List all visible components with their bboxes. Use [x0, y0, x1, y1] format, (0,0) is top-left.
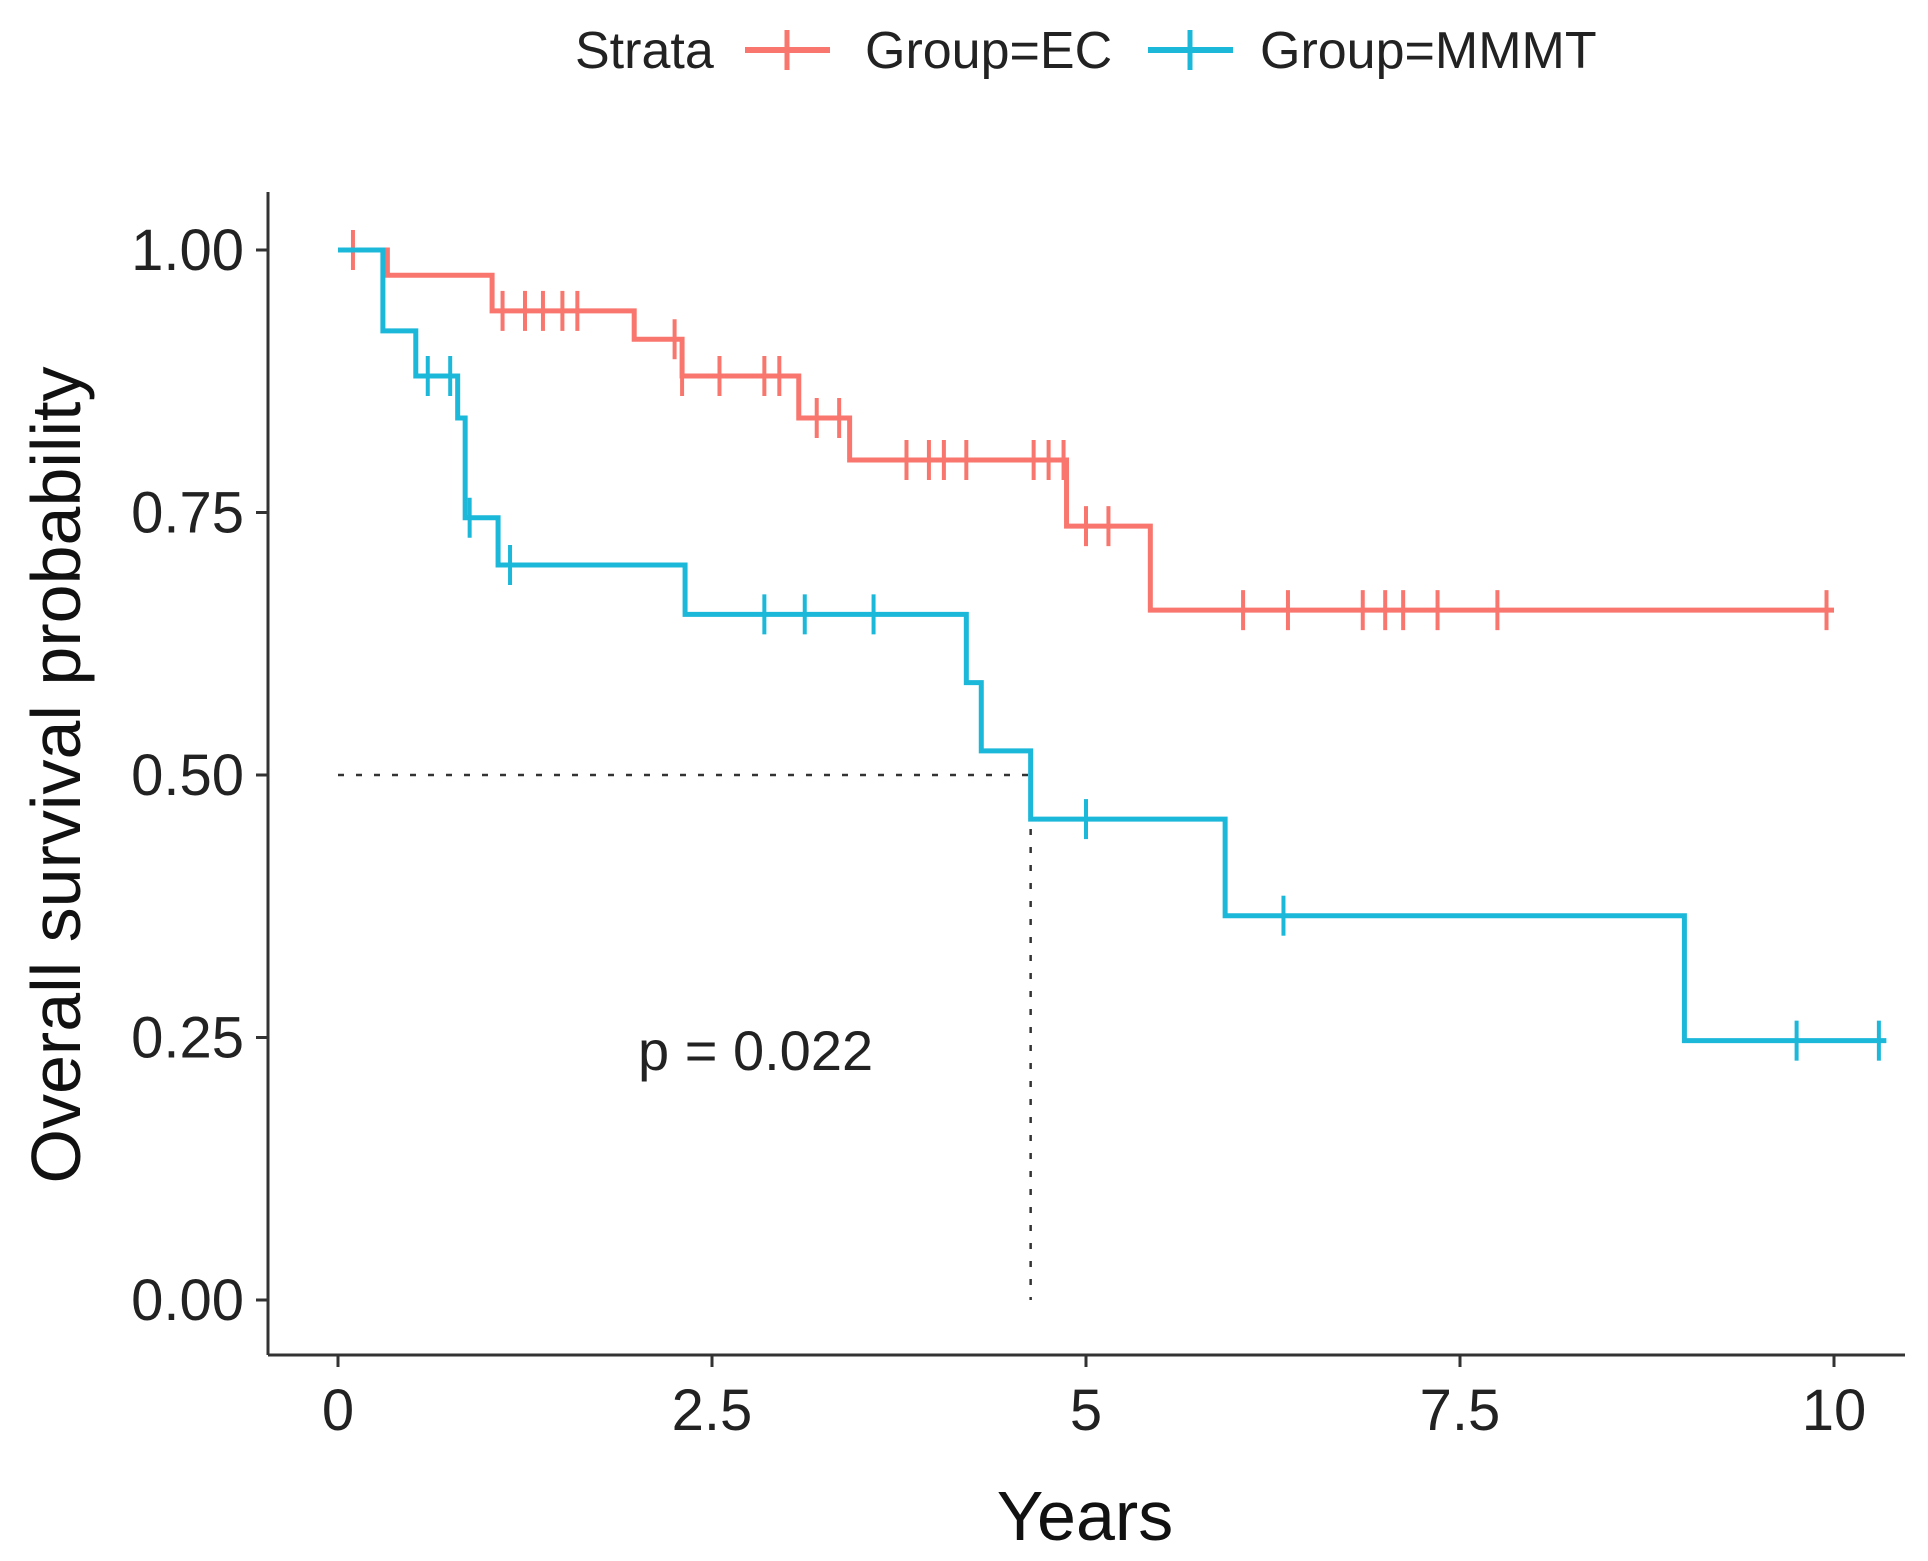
- x-axis-title: Years: [997, 1477, 1173, 1555]
- x-tick-label: 5: [1070, 1378, 1102, 1443]
- survival-line-ec: [338, 247, 1834, 613]
- y-tick-label: 0.25: [131, 1006, 244, 1071]
- series-mmmt: [338, 247, 1887, 1061]
- x-tick-label: 10: [1802, 1378, 1867, 1443]
- p-value-annotation: p = 0.022: [638, 1019, 873, 1082]
- y-axis-title: Overall survival probability: [17, 367, 95, 1184]
- y-tick-label: 0.75: [131, 481, 244, 546]
- y-tick-label: 0.50: [131, 743, 244, 808]
- median-survival-lines: [338, 773, 1032, 1300]
- legend: Strata Group=EC Group=MMMT: [575, 22, 1597, 80]
- legend-title: Strata: [575, 22, 714, 80]
- x-tick-label: 0: [322, 1378, 354, 1443]
- x-tick-label: 2.5: [672, 1378, 753, 1443]
- survival-curves: [338, 230, 1887, 1061]
- y-tick-label: 1.00: [131, 218, 244, 283]
- legend-label-mmmt: Group=MMMT: [1260, 22, 1597, 80]
- survival-line-mmmt: [338, 247, 1887, 1044]
- series-ec: [338, 230, 1834, 631]
- y-tick-label: 0.00: [131, 1268, 244, 1333]
- axis-ticks: 0.00 0.25 0.50 0.75 1.00 0 2.5 5 7.5 10: [131, 218, 1866, 1443]
- legend-label-ec: Group=EC: [865, 22, 1112, 80]
- x-tick-label: 7.5: [1420, 1378, 1501, 1443]
